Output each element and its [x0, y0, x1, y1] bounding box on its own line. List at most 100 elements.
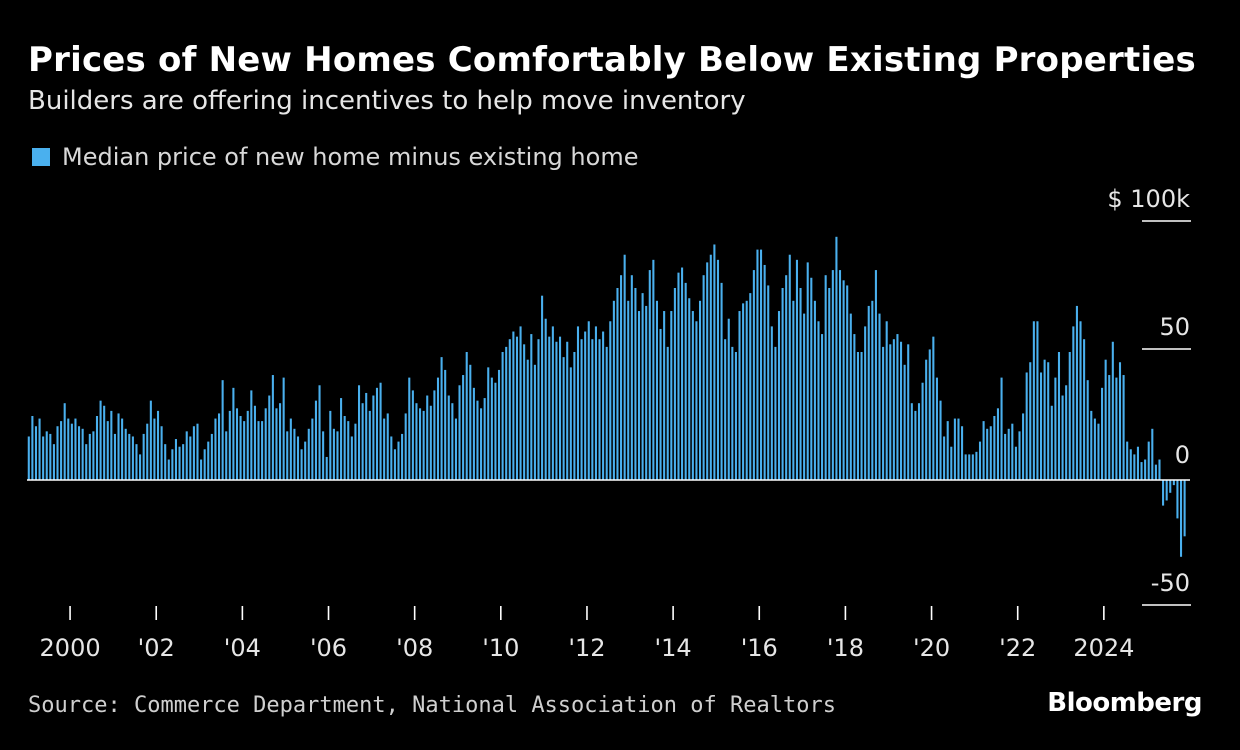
bar — [429, 405, 432, 480]
bar — [1004, 433, 1007, 480]
bar — [476, 400, 479, 480]
bar — [1136, 446, 1139, 480]
bar — [939, 400, 942, 480]
bar — [146, 423, 149, 480]
bar — [31, 416, 34, 480]
bar — [1039, 372, 1043, 480]
bar — [483, 398, 486, 480]
bar — [634, 288, 637, 480]
bar — [637, 311, 641, 480]
bar — [810, 277, 813, 480]
bar — [917, 403, 921, 480]
bar — [124, 428, 127, 480]
bar — [659, 328, 662, 480]
bar — [799, 288, 802, 480]
bar — [1101, 387, 1104, 480]
bloomberg-logo: Bloomberg — [1047, 688, 1202, 718]
bar — [393, 449, 396, 480]
bar — [648, 270, 651, 480]
bar — [630, 275, 633, 480]
bar — [121, 418, 124, 480]
bar — [964, 454, 967, 480]
x-tick-label: '20 — [913, 634, 950, 662]
bar — [817, 321, 820, 480]
bar — [289, 418, 292, 480]
bar — [910, 403, 913, 480]
bar — [777, 311, 781, 480]
bar — [838, 270, 842, 480]
bar — [1022, 413, 1025, 480]
legend-label: Median price of new home minus existing … — [62, 143, 639, 171]
bar — [515, 336, 519, 480]
bar — [225, 431, 228, 480]
bar — [860, 352, 863, 480]
x-tick-label: '08 — [396, 634, 433, 662]
bar — [627, 300, 630, 480]
bar — [706, 262, 709, 480]
bar — [652, 259, 655, 480]
bar — [602, 331, 605, 480]
bar — [1011, 423, 1014, 480]
bar — [110, 410, 113, 480]
y-tick-label: $ 100k — [1107, 185, 1190, 213]
bar — [257, 421, 260, 480]
bar — [594, 326, 597, 480]
bar — [623, 254, 626, 480]
bar — [907, 344, 910, 480]
bar — [422, 410, 425, 480]
bar — [253, 405, 256, 480]
bar — [293, 428, 296, 480]
bar — [336, 431, 339, 480]
bar — [1014, 446, 1017, 480]
bar — [889, 344, 892, 480]
bar — [831, 270, 834, 480]
bar — [103, 405, 106, 480]
bar — [943, 436, 946, 480]
bar — [210, 433, 213, 480]
bar — [541, 295, 544, 480]
bar — [501, 352, 504, 480]
bar — [641, 293, 644, 480]
bar — [544, 318, 547, 480]
bar — [347, 421, 350, 480]
bar — [770, 326, 773, 480]
bar — [971, 454, 974, 480]
bar — [52, 444, 55, 480]
bar — [1093, 418, 1096, 480]
bar — [1061, 395, 1064, 480]
bar — [505, 346, 508, 480]
bar — [433, 390, 436, 480]
bar — [982, 421, 985, 480]
bar — [616, 288, 619, 480]
bar — [512, 331, 515, 480]
bar — [1172, 480, 1175, 486]
bar — [533, 364, 536, 480]
bar — [856, 352, 860, 480]
bar — [559, 336, 562, 480]
bar — [390, 436, 393, 480]
bar — [135, 444, 138, 480]
bar — [128, 433, 131, 480]
bar — [526, 359, 529, 480]
bar — [497, 369, 501, 480]
bar — [1162, 480, 1165, 506]
chart-subtitle: Builders are offering incentives to help… — [28, 86, 746, 116]
bar — [698, 300, 702, 480]
bar — [214, 418, 217, 480]
bar — [935, 377, 938, 480]
bar — [1050, 405, 1053, 480]
bar — [1086, 380, 1089, 480]
bar — [1057, 352, 1061, 480]
bar — [530, 334, 533, 480]
bar — [1165, 480, 1168, 501]
bar — [734, 352, 737, 480]
bar — [1025, 372, 1028, 480]
bar — [426, 395, 429, 480]
bar — [458, 385, 461, 480]
bar — [67, 418, 70, 480]
bar — [795, 259, 798, 480]
x-tick-label: 2024 — [1073, 634, 1134, 662]
bar — [1151, 428, 1154, 480]
bar — [343, 416, 346, 480]
bar — [993, 416, 996, 480]
